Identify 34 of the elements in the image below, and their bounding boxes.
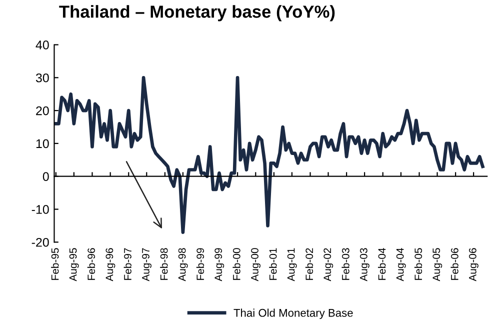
y-tick-label: 0 [42,172,49,181]
line-series [54,76,484,234]
x-tick-label: Aug-95 [69,248,79,282]
x-tick-label: Feb-05 [414,248,422,280]
x-tick-label: Aug-03 [360,248,370,282]
x-tick-label: Aug-00 [251,248,260,282]
x-tick-label: Aug-04 [396,248,406,282]
y-tick-label: -10 [32,205,49,214]
x-tick-label: Feb-97 [124,248,132,280]
x-tick-label: Aug-01 [287,248,297,282]
x-tick-label: Feb-99 [196,248,204,280]
y-tick-label: 30 [36,73,49,82]
x-tick-label: Aug-06 [468,248,478,282]
x-tick-label: Feb-01 [269,248,277,280]
y-tick-label: 20 [36,106,49,116]
x-tick-label: Aug-96 [106,248,116,282]
x-tick-label: Aug-99 [214,248,224,282]
y-tick-label: -20 [32,238,49,247]
x-tick-label: Feb-98 [160,248,168,280]
y-tick-label: 40 [36,40,49,50]
x-tick-label: Feb-00 [232,248,240,280]
x-tick-label: Feb-04 [378,248,386,280]
x-tick-label: Aug-05 [432,248,442,282]
x-tick-label: Aug-97 [142,248,152,282]
x-tick-label: Feb-06 [450,248,458,280]
x-tick-label: Feb-03 [342,248,350,280]
legend-label: Thai Old Monetary Base [234,308,353,319]
x-tick-label: Aug-98 [178,248,188,282]
chart-title: Thailand – Monetary base (YoY%) [59,5,335,22]
x-tick-label: Feb-02 [305,248,314,280]
y-tick-label: 10 [36,139,49,148]
x-tick-label: Feb-95 [51,248,59,280]
x-tick-label: Aug-02 [324,248,334,282]
x-tick-label: Feb-96 [87,248,96,280]
